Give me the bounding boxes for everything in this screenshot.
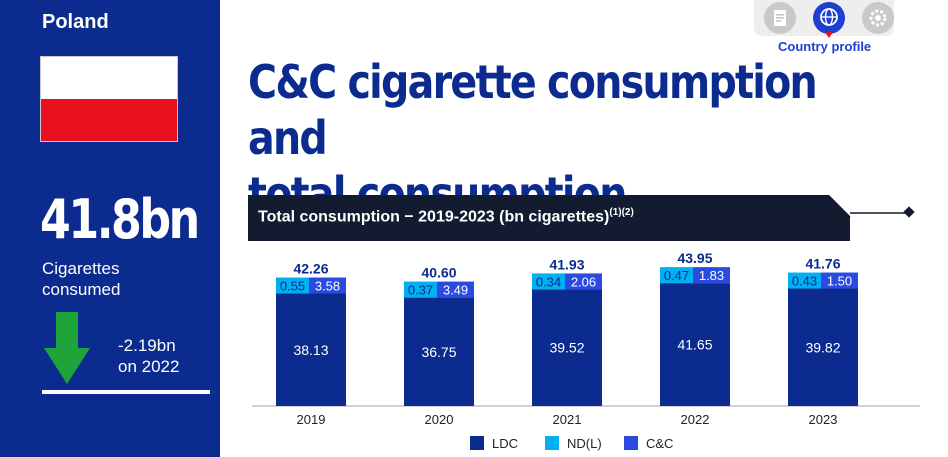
change-label: on 2022 — [118, 357, 180, 376]
bar-cc-2022 — [693, 267, 730, 284]
poland-flag-icon — [40, 56, 178, 142]
x-tick-2019: 2019 — [297, 412, 326, 427]
bar-ldc-value-2020: 36.75 — [421, 344, 456, 360]
x-tick-2022: 2022 — [681, 412, 710, 427]
bar-ndl-value-2022: 0.47 — [664, 268, 689, 283]
bar-group: 38.13 0.55 3.58 42.26 2019 36.75 0.37 3.49 40.60… — [276, 250, 858, 427]
bar-cc-value-2022: 1.83 — [699, 268, 724, 283]
bar-ndl-value-2020: 0.37 — [408, 283, 433, 298]
chart-header-connector — [828, 195, 915, 241]
icon-nav-bar — [754, 0, 894, 38]
country-profile-label[interactable]: Country profile — [778, 39, 872, 54]
x-tick-2021: 2021 — [553, 412, 582, 427]
bar-total-2023: 41.76 — [805, 256, 840, 272]
headline-label-line1: Cigarettes — [42, 259, 120, 278]
page-title-line1: C&C cigarette consumption and — [248, 55, 818, 165]
bar-ldc-2019 — [276, 293, 346, 406]
document-icon — [774, 10, 786, 26]
legend-swatch-ndl — [545, 436, 559, 450]
bar-cc-2023 — [821, 272, 858, 289]
bar-ldc-2022 — [660, 283, 730, 406]
divider-line — [42, 390, 210, 394]
headline-label: Cigarettes consumed — [42, 258, 120, 300]
bar-ldc-value-2019: 38.13 — [293, 342, 328, 358]
bar-ldc-value-2021: 39.52 — [549, 340, 584, 356]
legend-label-cc: C&C — [646, 436, 673, 451]
bar-total-2020: 40.60 — [421, 265, 456, 281]
flag-red-stripe — [41, 99, 177, 141]
bar-cc-2020 — [437, 281, 474, 298]
bar-cc-value-2020: 3.49 — [443, 283, 468, 298]
country-name: Poland — [42, 11, 109, 33]
bar-ldc-2020 — [404, 297, 474, 406]
stacked-bar-chart: 38.13 0.55 3.58 42.26 2019 36.75 0.37 3.49 40.60… — [252, 250, 920, 451]
active-indicator-icon — [825, 32, 833, 38]
chart-header: Total consumption − 2019-2023 (bn cigare… — [248, 195, 828, 241]
bar-ndl-2019 — [276, 277, 309, 294]
bar-ndl-value-2019: 0.55 — [280, 279, 305, 294]
legend-swatch-cc — [624, 436, 638, 450]
bar-cc-value-2019: 3.58 — [315, 279, 340, 294]
bar-ndl-value-2021: 0.34 — [536, 274, 561, 289]
country-sidebar: Poland 41.8bn Cigarettes consumed -2.19b… — [0, 0, 220, 457]
bar-cc-value-2021: 2.06 — [571, 274, 596, 289]
country-profile-icon-button[interactable] — [813, 2, 845, 34]
legend-label-ldc: LDC — [492, 436, 518, 451]
document-icon-button[interactable] — [764, 2, 796, 34]
bar-total-2019: 42.26 — [293, 261, 328, 277]
bar-cc-2019 — [309, 277, 346, 294]
chart-legend: LDC ND(L) C&C — [470, 436, 673, 451]
chart-title-text: Total consumption − 2019-2023 (bn cigare… — [258, 208, 610, 226]
flag-white-stripe — [41, 57, 177, 99]
settings-icon-button[interactable] — [862, 2, 894, 34]
bar-cc-2021 — [565, 273, 602, 290]
bar-total-2022: 43.95 — [677, 250, 712, 266]
down-arrow-icon — [44, 312, 90, 384]
bar-ldc-2023 — [788, 288, 858, 406]
chart-title: Total consumption − 2019-2023 (bn cigare… — [258, 207, 634, 226]
bar-cc-value-2023: 1.50 — [827, 274, 852, 289]
change-block: -2.19bn on 2022 — [118, 335, 179, 377]
gear-icon — [869, 9, 887, 27]
headline-label-line2: consumed — [42, 280, 121, 299]
legend-swatch-ldc — [470, 436, 484, 450]
bar-ndl-2020 — [404, 281, 437, 298]
headline-value: 41.8bn — [40, 188, 200, 251]
bar-ldc-2021 — [532, 289, 602, 406]
bar-ldc-value-2023: 39.82 — [805, 339, 840, 355]
change-value: -2.19bn — [118, 336, 176, 355]
globe-icon — [820, 8, 838, 26]
bar-ndl-2021 — [532, 273, 565, 290]
bar-ldc-value-2022: 41.65 — [677, 337, 712, 353]
bar-ndl-value-2023: 0.43 — [792, 274, 817, 289]
bar-total-2021: 41.93 — [549, 256, 584, 272]
bar-ndl-2022 — [660, 267, 693, 284]
legend-label-ndl: ND(L) — [567, 436, 602, 451]
chart-title-footnote: (1)(2) — [609, 207, 634, 218]
x-tick-2023: 2023 — [809, 412, 838, 427]
bar-ndl-2023 — [788, 272, 821, 289]
x-tick-2020: 2020 — [425, 412, 454, 427]
